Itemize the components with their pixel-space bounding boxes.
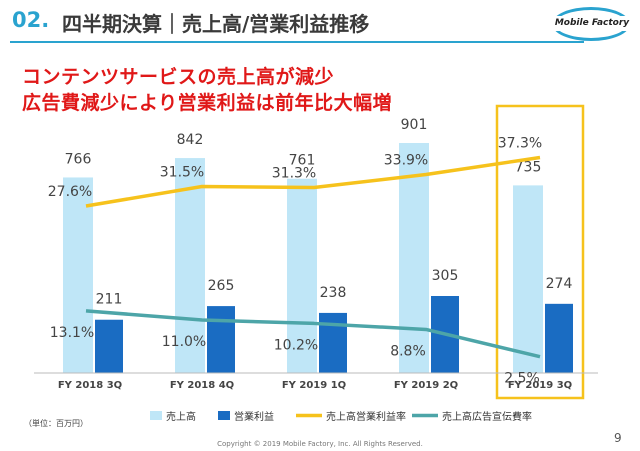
headline-line-2: 広告費減少により営業利益は前年比大幅増 (22, 92, 393, 114)
label-sales-fy-2019-2q: 901 (401, 117, 428, 133)
bar-operating-profit-fy-2018-3q (95, 319, 123, 373)
label-operating-profit-fy-2018-4q: 265 (208, 278, 235, 294)
label-sales-fy-2019-3q: 735 (515, 159, 542, 175)
label-ad-cost-ratio-fy-2019-3q: 2.5% (504, 371, 540, 387)
legend-swatch-1 (218, 411, 230, 420)
legend-label-3: 売上高広告宣伝費率 (442, 410, 532, 423)
header-rule (10, 41, 584, 43)
label-operating-margin-fy-2019-3q: 37.3% (498, 136, 542, 152)
label-operating-margin-fy-2018-3q: 27.6% (48, 184, 92, 200)
label-ad-cost-ratio-fy-2018-3q: 13.1% (50, 325, 94, 341)
company-logo: Mobile Factory (552, 7, 632, 43)
highlight-box (495, 104, 585, 400)
label-ad-cost-ratio-fy-2019-1q: 10.2% (274, 337, 318, 353)
logo-text: Mobile Factory (552, 16, 632, 31)
line-ad-cost-ratio (85, 309, 541, 359)
label-sales-fy-2019-1q: 761 (289, 153, 316, 169)
label-operating-profit-fy-2019-1q: 238 (320, 285, 347, 301)
label-operating-margin-fy-2019-1q: 31.3% (272, 166, 316, 182)
legend-label-1: 営業利益 (234, 410, 274, 423)
bar-sales-fy-2018-4q (175, 158, 205, 373)
label-operating-profit-fy-2018-3q: 211 (96, 292, 123, 308)
bar-sales-fy-2019-3q (513, 185, 543, 373)
bar-operating-profit-fy-2019-3q (545, 303, 573, 373)
label-ad-cost-ratio-fy-2019-2q: 8.8% (390, 343, 426, 359)
line-operating-margin (85, 155, 541, 208)
slide-header: 02. 四半期決算｜売上高/営業利益推移 Mobile Factory (0, 0, 640, 50)
x-tick-fy-2018-4q: FY 2018 4Q (170, 380, 234, 391)
x-tick-fy-2019-1q: FY 2019 1Q (282, 380, 346, 391)
x-tick-fy-2019-2q: FY 2019 2Q (394, 380, 458, 391)
unit-note: （単位：百万円） (24, 419, 88, 428)
bar-sales-fy-2019-1q (287, 178, 317, 373)
legend-label-0: 売上高 (166, 410, 196, 423)
page-number: 9 (614, 431, 622, 445)
headline-line-1: コンテンツサービスの売上高が減少 (22, 66, 335, 88)
x-tick-fy-2018-3q: FY 2018 3Q (58, 380, 122, 391)
label-ad-cost-ratio-fy-2018-4q: 11.0% (162, 334, 206, 350)
bar-operating-profit-fy-2018-4q (207, 306, 235, 373)
label-sales-fy-2018-4q: 842 (177, 132, 204, 148)
x-tick-fy-2019-3q: FY 2019 3Q (508, 380, 572, 391)
label-sales-fy-2018-3q: 766 (65, 151, 92, 167)
legend-swatch-0 (150, 411, 162, 420)
bar-sales-fy-2018-3q (63, 177, 93, 373)
copyright: Copyright © 2019 Mobile Factory, Inc. Al… (217, 440, 423, 448)
bar-sales-fy-2019-2q (399, 143, 429, 373)
legend-label-2: 売上高営業利益率 (326, 410, 406, 423)
label-operating-margin-fy-2019-2q: 33.9% (384, 153, 428, 169)
bar-operating-profit-fy-2019-1q (319, 312, 347, 373)
label-operating-profit-fy-2019-3q: 274 (546, 276, 573, 292)
label-operating-profit-fy-2019-2q: 305 (432, 268, 459, 284)
section-number: 02. (12, 8, 50, 32)
label-operating-margin-fy-2018-4q: 31.5% (160, 165, 204, 181)
slide-title: 四半期決算｜売上高/営業利益推移 (62, 12, 370, 36)
